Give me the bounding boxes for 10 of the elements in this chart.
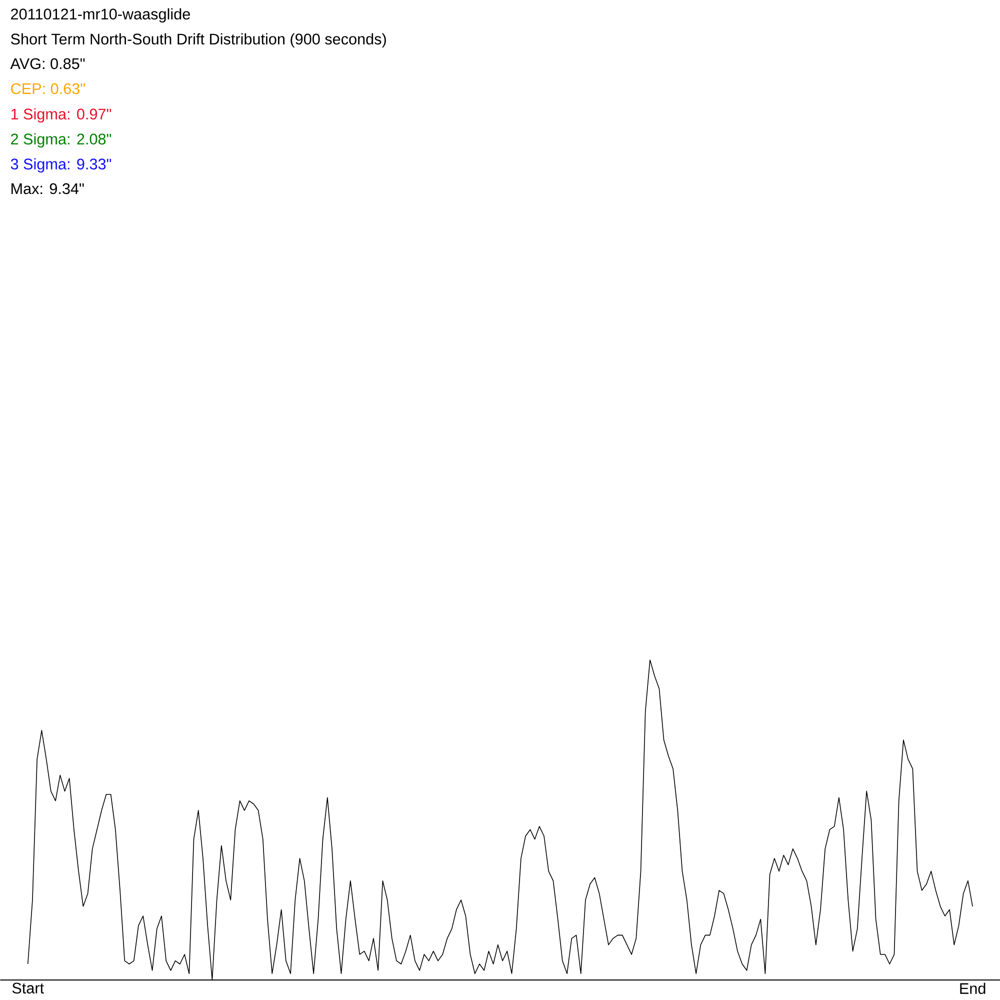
chart-subtitle: Short Term North-South Drift Distribution (900 seconds) (10, 33, 386, 48)
x-tick-label: Start (12, 982, 44, 994)
text: AVG: 0.85" (10, 58, 85, 70)
x-tick-label: End (960, 982, 986, 994)
chart-title: 20110121-mr10-waasglide (11, 8, 190, 23)
text: 3 Sigma: 9.33" (10, 158, 112, 173)
text: CEP: 0.63" (11, 83, 85, 94)
text: 2 Sigma: 2.08" (11, 133, 112, 148)
text: 1 Sigma: 0.97" (11, 108, 112, 123)
text: Max: 9.34" (12, 183, 84, 194)
